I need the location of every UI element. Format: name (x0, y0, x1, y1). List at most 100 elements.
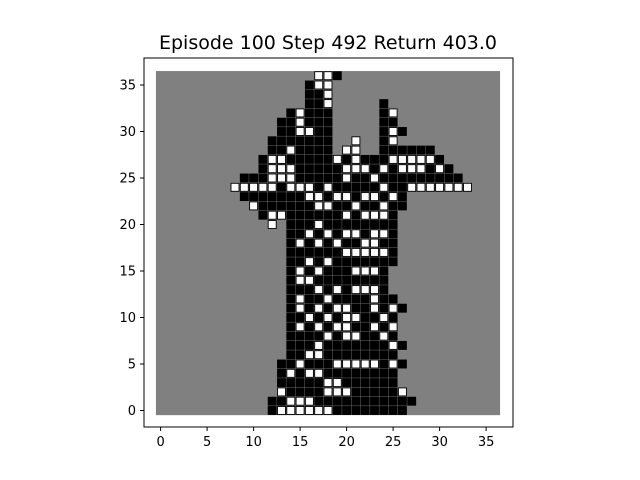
y-tick-label: 20 (119, 218, 136, 233)
black-cell (287, 211, 295, 219)
black-cell (361, 155, 369, 163)
black-cell (352, 388, 360, 396)
white-cell (268, 155, 276, 163)
black-cell (361, 230, 369, 238)
black-cell (259, 193, 267, 201)
black-cell (287, 248, 295, 256)
black-cell (380, 258, 388, 266)
black-cell (305, 137, 313, 145)
black-cell (343, 183, 351, 191)
black-cell (305, 323, 313, 331)
black-cell (324, 276, 332, 284)
x-tick-label: 30 (431, 435, 448, 450)
black-cell (343, 286, 351, 294)
white-cell (380, 314, 388, 322)
black-cell (380, 341, 388, 349)
black-cell (315, 360, 323, 368)
white-cell (371, 230, 379, 238)
black-cell (352, 211, 360, 219)
white-cell (305, 230, 313, 238)
white-cell (389, 304, 397, 312)
black-cell (305, 81, 313, 89)
black-cell (324, 137, 332, 145)
black-cell (445, 165, 453, 173)
black-cell (398, 193, 406, 201)
black-cell (371, 183, 379, 191)
black-cell (436, 174, 444, 182)
black-cell (324, 165, 332, 173)
white-cell (296, 407, 304, 415)
black-cell (240, 193, 248, 201)
black-cell (296, 379, 304, 387)
black-cell (398, 407, 406, 415)
white-cell (315, 221, 323, 229)
black-cell (333, 341, 341, 349)
white-cell (389, 128, 397, 136)
black-cell (361, 332, 369, 340)
white-cell (417, 165, 425, 173)
black-cell (361, 174, 369, 182)
white-cell (426, 183, 434, 191)
black-cell (315, 211, 323, 219)
black-cell (352, 276, 360, 284)
black-cell (389, 221, 397, 229)
black-cell (250, 193, 258, 201)
black-cell (324, 267, 332, 275)
white-cell (361, 286, 369, 294)
black-cell (398, 360, 406, 368)
black-cell (324, 146, 332, 154)
black-cell (398, 174, 406, 182)
y-tick-label: 10 (119, 311, 136, 326)
white-cell (333, 360, 341, 368)
black-cell (389, 351, 397, 359)
black-cell (305, 286, 313, 294)
black-cell (324, 323, 332, 331)
black-cell (352, 193, 360, 201)
black-cell (315, 118, 323, 126)
black-cell (380, 146, 388, 154)
black-cell (389, 202, 397, 210)
black-cell (333, 183, 341, 191)
black-cell (398, 397, 406, 405)
black-cell (333, 397, 341, 405)
chart-title: Episode 100 Step 492 Return 403.0 (159, 32, 497, 54)
black-cell (324, 155, 332, 163)
black-cell (287, 304, 295, 312)
white-cell (305, 407, 313, 415)
white-cell (361, 248, 369, 256)
white-cell (389, 360, 397, 368)
white-cell (305, 258, 313, 266)
white-cell (389, 155, 397, 163)
black-cell (268, 193, 276, 201)
white-cell (380, 165, 388, 173)
black-cell (371, 221, 379, 229)
black-cell (389, 258, 397, 266)
black-cell (296, 146, 304, 154)
black-cell (287, 341, 295, 349)
white-cell (389, 323, 397, 331)
y-tick-label: 15 (119, 265, 136, 280)
black-cell (389, 118, 397, 126)
black-cell (315, 174, 323, 182)
black-cell (352, 379, 360, 387)
black-cell (352, 174, 360, 182)
black-cell (361, 295, 369, 303)
white-cell (268, 174, 276, 182)
white-cell (324, 100, 332, 108)
black-cell (305, 174, 313, 182)
black-cell (333, 276, 341, 284)
black-cell (305, 388, 313, 396)
black-cell (343, 407, 351, 415)
black-cell (343, 155, 351, 163)
black-cell (380, 193, 388, 201)
black-cell (324, 118, 332, 126)
white-cell (315, 81, 323, 89)
black-cell (287, 109, 295, 117)
black-cell (361, 341, 369, 349)
white-cell (287, 369, 295, 377)
black-cell (305, 165, 313, 173)
white-cell (315, 193, 323, 201)
black-cell (287, 332, 295, 340)
white-cell (352, 248, 360, 256)
white-cell (324, 202, 332, 210)
